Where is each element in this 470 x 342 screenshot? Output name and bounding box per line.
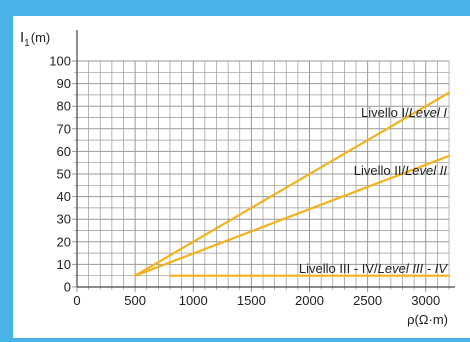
y-tick-label: 30 xyxy=(57,212,71,227)
series-lines xyxy=(134,91,451,277)
series-line-2 xyxy=(134,154,451,277)
y-tick-label: 70 xyxy=(57,121,71,136)
axes xyxy=(76,30,455,288)
y-tick-label: 90 xyxy=(57,76,71,91)
x-tick-label: 500 xyxy=(124,293,146,308)
y-tick-label: 60 xyxy=(57,144,71,159)
x-tick-label: 1500 xyxy=(237,293,266,308)
series-label-level-2: Livello II/Level II xyxy=(354,163,448,178)
x-tick-label: 3000 xyxy=(411,293,440,308)
x-axis-label: ρ(Ω·m) xyxy=(407,312,448,327)
y-tick-labels: 0 10 20 30 40 50 60 70 80 90 100 xyxy=(49,54,71,295)
x-tick-label: 2500 xyxy=(353,293,382,308)
series-label-level-1: Livello I/Level I xyxy=(361,105,447,120)
y-tick-label: 50 xyxy=(57,167,71,182)
x-tick-label: 2000 xyxy=(295,293,324,308)
x-tick-labels: 0 500 1000 1500 2000 2500 3000 xyxy=(73,293,440,308)
y-axis-label: I1(m) xyxy=(20,29,50,49)
y-tick-label: 20 xyxy=(57,234,71,249)
x-tick-label: 1000 xyxy=(179,293,208,308)
x-tick-label: 0 xyxy=(73,293,80,308)
series-label-level-3-4: Livello III - IV/Level III - IV xyxy=(299,261,448,276)
y-tick-label: 0 xyxy=(64,280,71,295)
y-tick-label: 40 xyxy=(57,189,71,204)
y-tick-label: 10 xyxy=(57,257,71,272)
y-tick-label: 80 xyxy=(57,99,71,114)
y-tick-label: 100 xyxy=(49,54,71,69)
series-line-1 xyxy=(134,91,451,277)
